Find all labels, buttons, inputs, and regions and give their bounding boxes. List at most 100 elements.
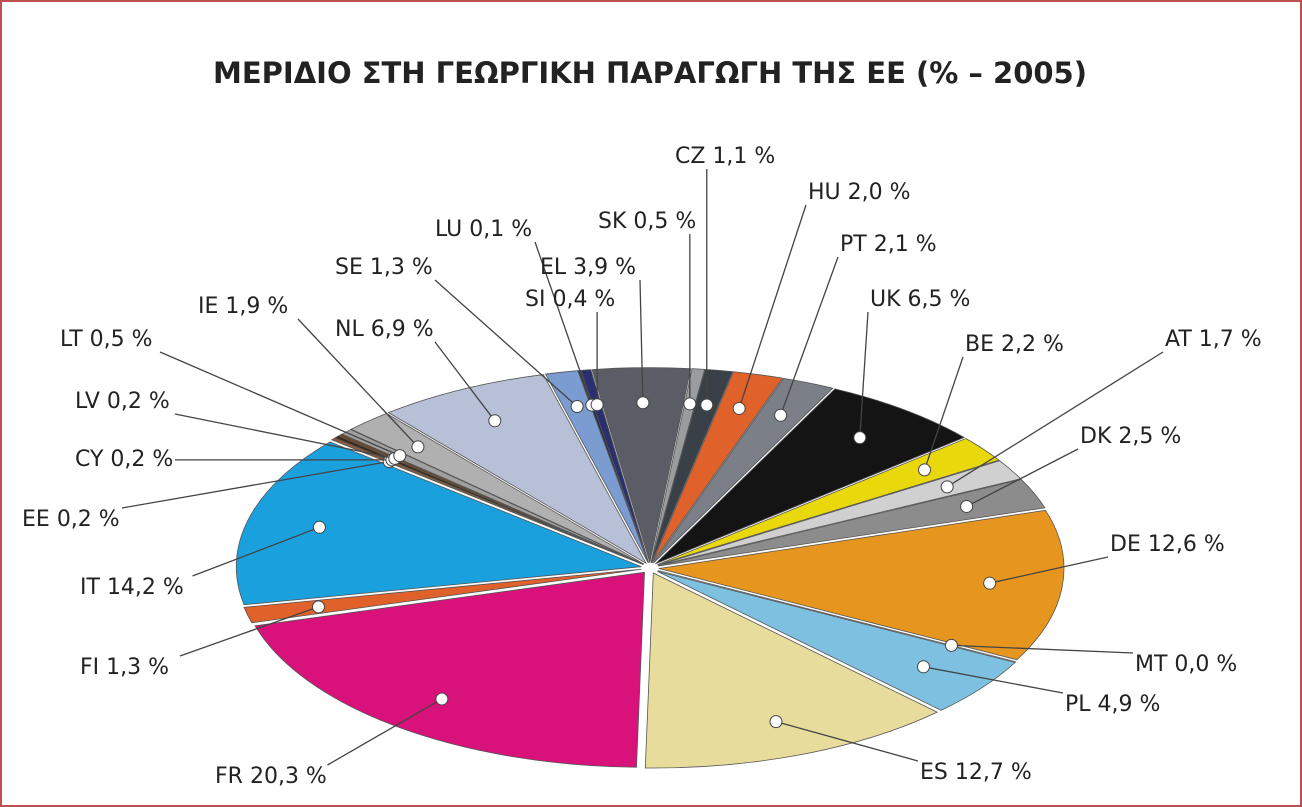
- leader-line: [179, 606, 319, 657]
- slice-label: NL 6,9 %: [335, 317, 434, 342]
- slice-label: CZ 1,1 %: [675, 144, 775, 169]
- slice: [655, 388, 966, 565]
- value-label: 1,7 %: [1199, 327, 1262, 352]
- label-dot: [853, 431, 867, 445]
- slice: [254, 571, 645, 768]
- slice: [650, 368, 706, 563]
- slice: [644, 572, 939, 769]
- pie: [235, 367, 1065, 769]
- leader-line: [780, 256, 839, 416]
- slice: [657, 438, 1000, 566]
- value-label: 0,0 %: [1174, 652, 1237, 677]
- slice: [653, 377, 834, 564]
- category-label: BE: [965, 332, 994, 357]
- category-label: MT: [1135, 652, 1168, 677]
- value-label: 1,9 %: [225, 294, 288, 319]
- slice-label: SI 0,4 %: [525, 287, 615, 312]
- slice-label: IT 14,2 %: [80, 575, 184, 600]
- value-label: 12,7 %: [955, 760, 1032, 785]
- value-label: 2,1 %: [874, 232, 937, 257]
- category-label: IE: [198, 294, 218, 319]
- label-dot: [636, 396, 650, 410]
- slice: [658, 479, 1046, 567]
- category-label: ES: [920, 760, 948, 785]
- category-label: EL: [540, 255, 567, 280]
- label-dot: [312, 520, 326, 534]
- slice: [387, 374, 647, 565]
- slice: [651, 371, 784, 564]
- slice-label: FI 1,3 %: [80, 655, 169, 680]
- leader-line: [121, 460, 390, 509]
- leader-line: [738, 204, 807, 409]
- value-label: 0,4 %: [552, 287, 615, 312]
- slice-label: BE 2,2 %: [965, 332, 1064, 357]
- value-label: 0,2 %: [110, 447, 173, 472]
- value-label: 2,2 %: [1001, 332, 1064, 357]
- label-dot: [769, 715, 783, 729]
- leader-line: [946, 351, 1164, 488]
- slice-label: CY 0,2 %: [75, 447, 173, 472]
- label-dot: [683, 397, 697, 411]
- label-dot: [411, 440, 425, 454]
- label-dot: [311, 600, 325, 614]
- leader-line: [297, 318, 419, 448]
- slice: [341, 429, 644, 565]
- leader-line: [434, 279, 578, 408]
- value-label: 3,9 %: [573, 255, 636, 280]
- slice-label: DK 2,5 %: [1080, 424, 1181, 449]
- category-label: NL: [335, 317, 364, 342]
- slice-label: SE 1,3 %: [335, 255, 433, 280]
- slice-label: PL 4,9 %: [1065, 692, 1160, 717]
- category-label: UK: [870, 287, 901, 312]
- slice-label: FR 20,3 %: [215, 764, 327, 789]
- label-dot: [700, 398, 714, 412]
- value-label: 6,5 %: [908, 287, 971, 312]
- value-label: 4,9 %: [1098, 692, 1161, 717]
- value-label: 1,3 %: [106, 655, 169, 680]
- slice: [591, 367, 692, 563]
- leader-line: [159, 351, 401, 457]
- label-dot: [393, 449, 407, 463]
- category-label: FR: [215, 764, 243, 789]
- leader-line: [951, 644, 1134, 654]
- value-label: 2,0 %: [848, 180, 911, 205]
- slice: [657, 570, 1016, 711]
- label-dot: [983, 576, 997, 590]
- value-label: 12,6 %: [1148, 532, 1225, 557]
- label-dot: [960, 499, 974, 513]
- value-label: 2,5 %: [1118, 424, 1181, 449]
- category-label: SK: [598, 209, 627, 234]
- value-label: 6,9 %: [371, 317, 434, 342]
- labels: LU 0,1 % SI 0,4 % EL 3,9 % SK 0,5 % CZ 1,1 %…: [22, 144, 1262, 789]
- slice: [580, 369, 649, 563]
- category-label: LU: [435, 217, 462, 242]
- slice: [657, 570, 1016, 663]
- leader-line: [989, 556, 1109, 584]
- label-dot: [940, 480, 954, 494]
- category-label: SE: [335, 255, 363, 280]
- category-label: PL: [1065, 692, 1091, 717]
- slice-label: HU 2,0 %: [808, 180, 911, 205]
- label-dot: [590, 398, 604, 412]
- slice-label: LU 0,1 %: [435, 217, 532, 242]
- label-dot: [488, 414, 502, 428]
- category-label: DE: [1110, 532, 1141, 557]
- value-label: 0,5 %: [633, 209, 696, 234]
- leader-line: [192, 526, 320, 577]
- leader-line: [434, 341, 496, 422]
- slice-label: DE 12,6 %: [1110, 532, 1225, 557]
- slice: [658, 509, 1065, 661]
- leader-line: [859, 311, 869, 438]
- value-label: 1,3 %: [370, 255, 433, 280]
- category-label: SI: [525, 287, 545, 312]
- category-label: LV: [75, 389, 100, 414]
- value-label: 0,5 %: [90, 327, 153, 352]
- slice-label: LV 0,2 %: [75, 389, 170, 414]
- slice: [243, 568, 642, 624]
- leader-line: [966, 448, 1079, 508]
- leader-line: [775, 720, 919, 762]
- leader-line: [639, 279, 644, 403]
- leader-line: [327, 698, 443, 766]
- category-label: HU: [808, 180, 841, 205]
- value-label: 0,2 %: [57, 507, 120, 532]
